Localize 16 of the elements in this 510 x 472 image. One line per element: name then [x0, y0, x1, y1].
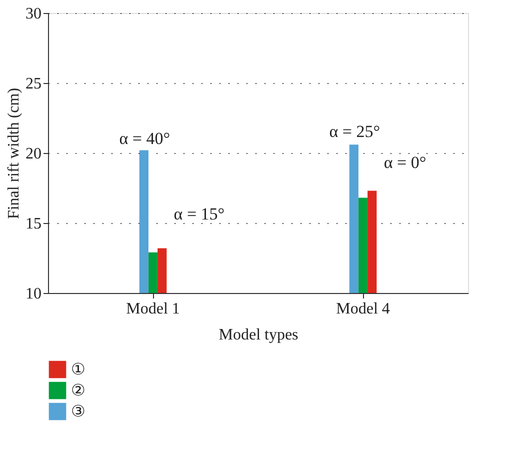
- annotation: α = 40°: [119, 129, 170, 148]
- annotation: α = 15°: [174, 204, 225, 224]
- y-tick-label: 10: [26, 286, 42, 302]
- annotation: α = 0°: [384, 152, 426, 172]
- y-tick-label: 20: [26, 146, 42, 162]
- y-tick-label: 30: [26, 6, 42, 22]
- legend-label: ①: [71, 362, 85, 378]
- y-tick-label: 25: [26, 76, 42, 92]
- legend-label: ③: [71, 404, 85, 420]
- legend-label: ②: [71, 382, 85, 400]
- y-axis-title: Final rift width (cm): [6, 88, 22, 220]
- x-tick-label: Model 4: [336, 300, 390, 318]
- annotation: α = 25°: [329, 122, 380, 141]
- x-axis-title: Model types: [218, 326, 298, 344]
- x-tick-label: Model 1: [126, 300, 180, 318]
- y-tick-label: 15: [26, 216, 42, 232]
